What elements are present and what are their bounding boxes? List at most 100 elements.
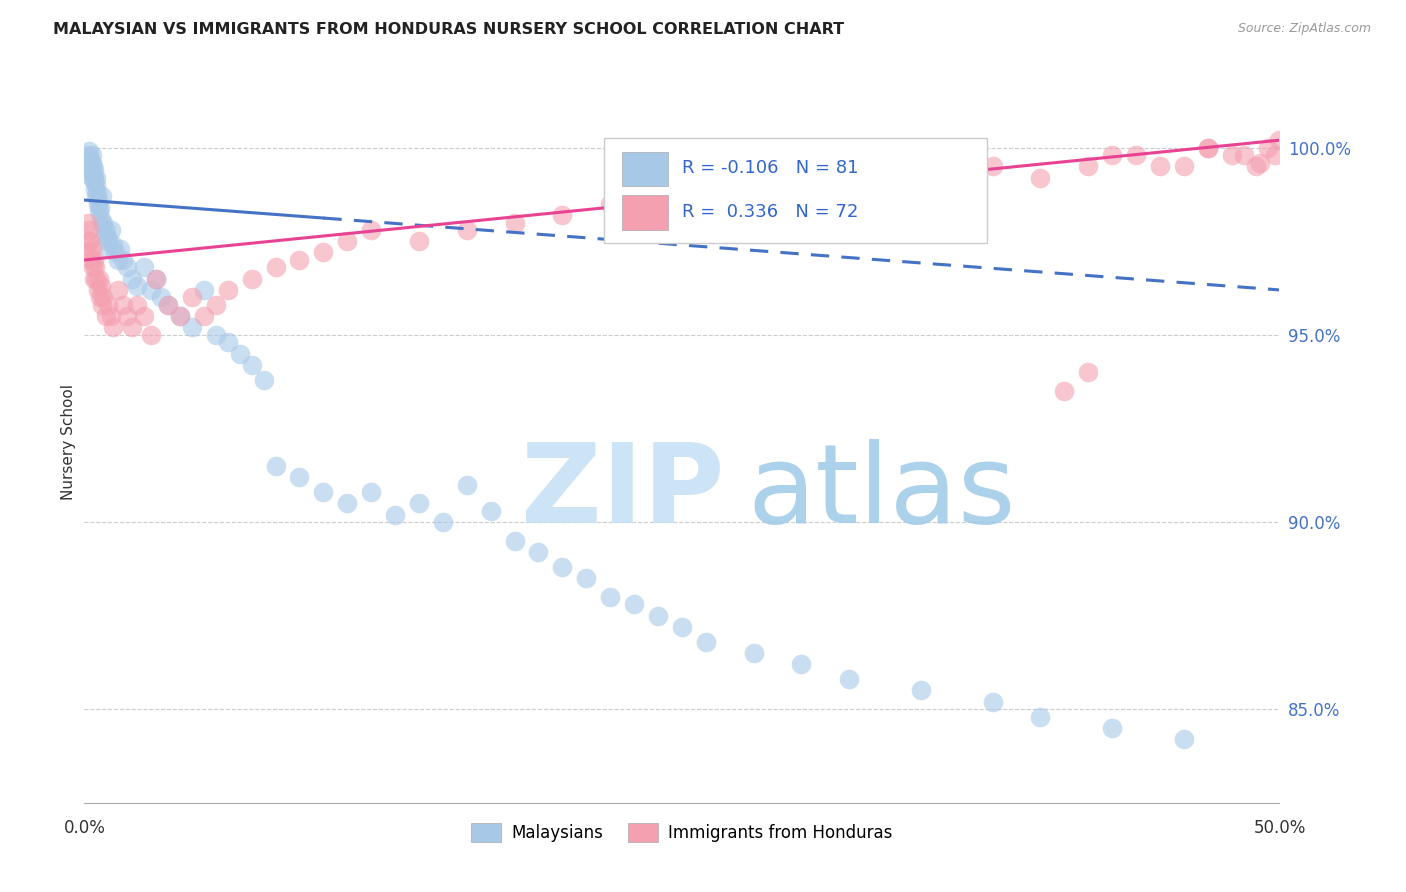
Point: [1125, 148, 1147, 162]
Point: [86, 186, 108, 200]
Point: [94, 309, 117, 323]
Point: [79, 152, 101, 166]
Point: [1249, 155, 1271, 169]
Point: [97, 298, 120, 312]
Point: [101, 320, 124, 334]
Point: [121, 271, 143, 285]
Point: [77, 145, 100, 159]
Point: [1053, 384, 1076, 398]
Point: [671, 620, 693, 634]
Point: [84, 182, 107, 196]
Point: [205, 327, 228, 342]
Point: [408, 496, 430, 510]
Point: [86, 196, 108, 211]
Point: [125, 279, 148, 293]
Point: [86, 283, 108, 297]
Point: [132, 260, 156, 275]
Point: [86, 189, 108, 203]
Point: [599, 590, 621, 604]
Point: [87, 193, 110, 207]
Point: [125, 298, 148, 312]
Point: [790, 186, 813, 200]
Point: [527, 545, 550, 559]
Point: [157, 298, 180, 312]
Point: [838, 170, 860, 185]
Point: [80, 252, 103, 267]
Text: R =  0.336   N = 72: R = 0.336 N = 72: [682, 202, 858, 221]
Point: [89, 201, 111, 215]
Point: [193, 309, 215, 323]
Point: [1244, 160, 1267, 174]
Point: [742, 646, 765, 660]
Point: [1257, 141, 1279, 155]
Point: [1077, 160, 1099, 174]
Point: [886, 178, 908, 193]
Text: R = -0.106   N = 81: R = -0.106 N = 81: [682, 160, 859, 178]
Point: [551, 560, 574, 574]
Point: [121, 320, 143, 334]
Point: [100, 309, 122, 323]
Point: [312, 245, 335, 260]
Point: [1101, 148, 1123, 162]
Point: [205, 298, 228, 312]
Point: [288, 252, 311, 267]
Point: [93, 227, 115, 241]
Point: [83, 170, 105, 185]
Point: [1173, 160, 1195, 174]
Point: [503, 215, 526, 229]
Point: [77, 148, 100, 162]
Point: [1264, 148, 1286, 162]
Point: [90, 211, 112, 226]
Point: [91, 219, 114, 234]
Point: [132, 309, 156, 323]
Point: [104, 245, 127, 260]
Point: [89, 290, 111, 304]
Point: [157, 298, 180, 312]
Point: [117, 260, 139, 275]
Point: [1101, 721, 1123, 735]
Point: [77, 223, 100, 237]
Point: [79, 160, 101, 174]
Point: [647, 186, 669, 200]
Point: [408, 234, 430, 248]
Text: ZIP: ZIP: [520, 439, 724, 546]
Text: atlas: atlas: [748, 439, 1017, 546]
Point: [117, 309, 139, 323]
Point: [575, 571, 598, 585]
Point: [981, 160, 1004, 174]
Point: [360, 223, 382, 237]
Point: [87, 271, 110, 285]
Point: [100, 223, 122, 237]
Point: [312, 485, 335, 500]
Legend: Malaysians, Immigrants from Honduras: Malaysians, Immigrants from Honduras: [464, 816, 900, 848]
Point: [77, 155, 100, 169]
Point: [98, 242, 121, 256]
Point: [1220, 148, 1243, 162]
Point: [111, 252, 134, 267]
Point: [86, 170, 108, 185]
FancyBboxPatch shape: [605, 138, 987, 243]
Point: [82, 160, 104, 174]
Point: [360, 485, 382, 500]
Point: [838, 673, 860, 687]
Point: [695, 635, 717, 649]
Point: [96, 234, 118, 248]
Point: [83, 174, 105, 188]
Point: [80, 155, 103, 169]
Point: [111, 298, 134, 312]
Point: [1268, 133, 1291, 147]
Point: [145, 271, 167, 285]
Y-axis label: Nursery School: Nursery School: [60, 384, 76, 500]
Point: [1197, 141, 1219, 155]
Point: [93, 290, 115, 304]
Point: [90, 279, 112, 293]
Point: [84, 260, 107, 275]
Point: [1029, 709, 1052, 723]
Point: [101, 238, 124, 252]
Point: [336, 496, 359, 510]
Point: [107, 252, 129, 267]
Point: [240, 358, 263, 372]
Point: [169, 309, 191, 323]
Point: [742, 178, 765, 193]
Point: [80, 242, 103, 256]
